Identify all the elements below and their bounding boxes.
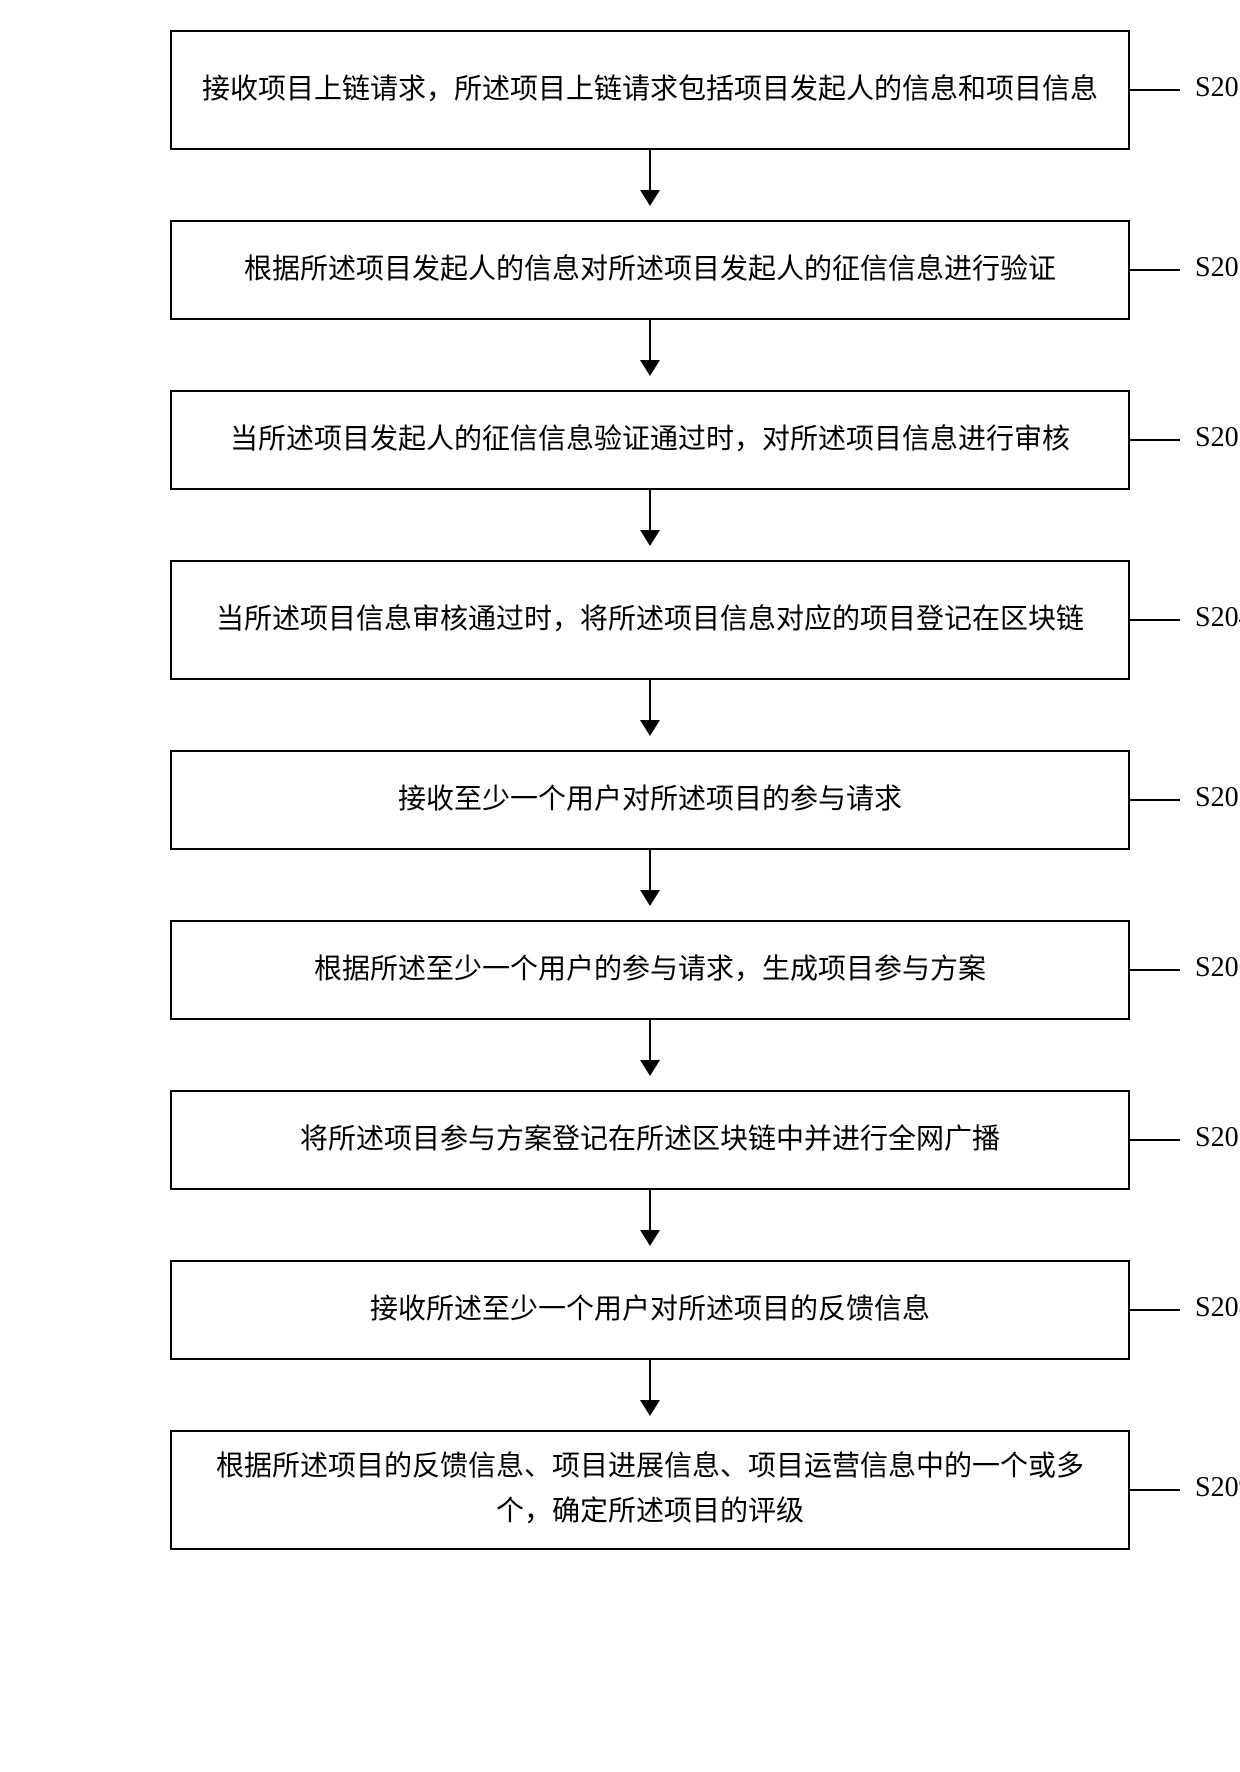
step-label-s205: S205 (1195, 782, 1240, 814)
step-container-s208: 接收所述至少一个用户对所述项目的反馈信息 S208 (0, 1260, 1240, 1360)
label-connector-s205 (1130, 799, 1180, 801)
step-container-s206: 根据所述至少一个用户的参与请求，生成项目参与方案 S206 (0, 920, 1240, 1020)
arrow-container-6 (0, 1190, 1240, 1260)
arrow-down-icon (649, 1190, 651, 1244)
step-container-s201: 接收项目上链请求，所述项目上链请求包括项目发起人的信息和项目信息 S201 (0, 30, 1240, 150)
label-connector-s206 (1130, 969, 1180, 971)
step-label-s209: S209 (1195, 1472, 1240, 1504)
arrow-container-3 (0, 680, 1240, 750)
step-box-s201: 接收项目上链请求，所述项目上链请求包括项目发起人的信息和项目信息 (170, 30, 1130, 150)
step-box-s206: 根据所述至少一个用户的参与请求，生成项目参与方案 (170, 920, 1130, 1020)
step-label-s204: S204 (1195, 602, 1240, 634)
step-container-s209: 根据所述项目的反馈信息、项目进展信息、项目运营信息中的一个或多个，确定所述项目的… (0, 1430, 1240, 1550)
step-box-s209: 根据所述项目的反馈信息、项目进展信息、项目运营信息中的一个或多个，确定所述项目的… (170, 1430, 1130, 1550)
arrow-container-5 (0, 1020, 1240, 1090)
step-label-s203: S203 (1195, 422, 1240, 454)
step-label-s207: S207 (1195, 1122, 1240, 1154)
step-container-s207: 将所述项目参与方案登记在所述区块链中并进行全网广播 S207 (0, 1090, 1240, 1190)
arrow-container-7 (0, 1360, 1240, 1430)
label-connector-s209 (1130, 1489, 1180, 1491)
step-box-s204: 当所述项目信息审核通过时，将所述项目信息对应的项目登记在区块链 (170, 560, 1130, 680)
step-box-s202: 根据所述项目发起人的信息对所述项目发起人的征信信息进行验证 (170, 220, 1130, 320)
label-connector-s204 (1130, 619, 1180, 621)
step-label-s206: S206 (1195, 952, 1240, 984)
arrow-down-icon (649, 850, 651, 904)
step-box-s205: 接收至少一个用户对所述项目的参与请求 (170, 750, 1130, 850)
step-container-s202: 根据所述项目发起人的信息对所述项目发起人的征信信息进行验证 S202 (0, 220, 1240, 320)
step-label-s208: S208 (1195, 1292, 1240, 1324)
arrow-down-icon (649, 150, 651, 204)
step-box-s207: 将所述项目参与方案登记在所述区块链中并进行全网广播 (170, 1090, 1130, 1190)
step-label-s202: S202 (1195, 252, 1240, 284)
step-label-s201: S201 (1195, 72, 1240, 104)
arrow-down-icon (649, 320, 651, 374)
step-container-s205: 接收至少一个用户对所述项目的参与请求 S205 (0, 750, 1240, 850)
arrow-down-icon (649, 1360, 651, 1414)
flowchart-container: 接收项目上链请求，所述项目上链请求包括项目发起人的信息和项目信息 S201 根据所述… (0, 0, 1240, 1772)
arrow-down-icon (649, 1020, 651, 1074)
step-container-s204: 当所述项目信息审核通过时，将所述项目信息对应的项目登记在区块链 S204 (0, 560, 1240, 680)
arrow-container-2 (0, 490, 1240, 560)
step-box-s208: 接收所述至少一个用户对所述项目的反馈信息 (170, 1260, 1130, 1360)
step-container-s203: 当所述项目发起人的征信信息验证通过时，对所述项目信息进行审核 S203 (0, 390, 1240, 490)
label-connector-s208 (1130, 1309, 1180, 1311)
label-connector-s202 (1130, 269, 1180, 271)
label-connector-s201 (1130, 89, 1180, 91)
arrow-container-1 (0, 320, 1240, 390)
step-box-s203: 当所述项目发起人的征信信息验证通过时，对所述项目信息进行审核 (170, 390, 1130, 490)
label-connector-s203 (1130, 439, 1180, 441)
arrow-container-4 (0, 850, 1240, 920)
arrow-container-0 (0, 150, 1240, 220)
arrow-down-icon (649, 680, 651, 734)
label-connector-s207 (1130, 1139, 1180, 1141)
arrow-down-icon (649, 490, 651, 544)
